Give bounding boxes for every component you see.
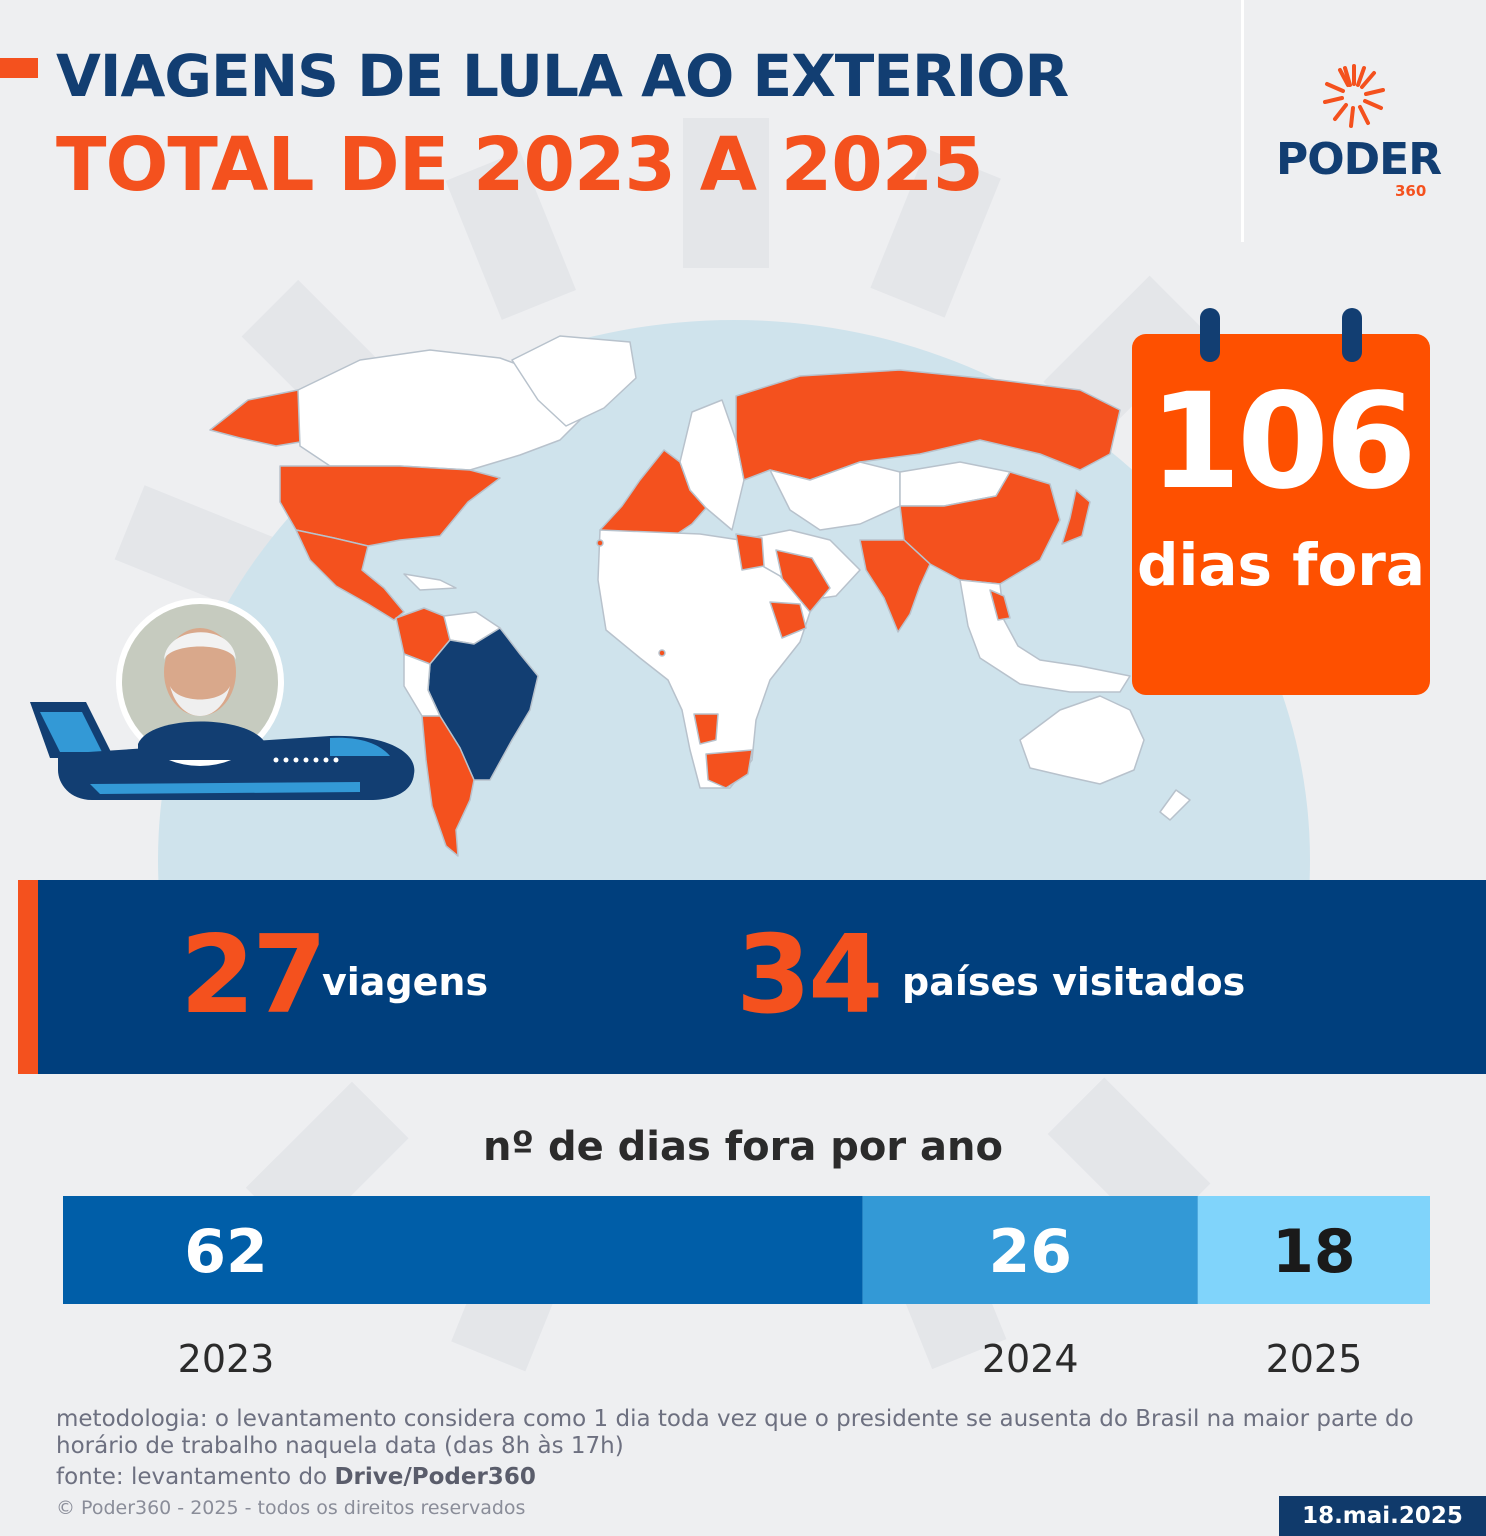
category-label-2023: 2023 — [178, 1337, 275, 1380]
map-caribbean — [403, 573, 457, 591]
trips-count: 27 — [180, 913, 327, 1038]
map-ethiopia — [769, 601, 807, 639]
copyright-note: © Poder360 - 2025 - todos os direitos re… — [56, 1497, 526, 1519]
page-subtitle: TOTAL DE 2023 A 2025 — [56, 122, 984, 208]
map-egypt — [735, 533, 765, 571]
days-per-year-chart: 62 2023 26 2024 18 2025 — [63, 1196, 1430, 1380]
category-label-2024: 2024 — [982, 1337, 1079, 1380]
map-usa — [279, 465, 501, 547]
source-note: fonte: levantamento do Drive/Poder360 — [56, 1464, 536, 1490]
map-india — [859, 539, 931, 633]
map-southern-cone — [421, 715, 475, 857]
map-sao-tome — [658, 649, 666, 657]
map-cape-verde — [596, 539, 604, 547]
source-name: Drive/Poder360 — [334, 1464, 536, 1490]
bar-segment-2025 — [1197, 1196, 1430, 1304]
trips-label: viagens — [322, 960, 489, 1004]
publication-date: 18.mai.2025 — [1302, 1503, 1463, 1529]
map-south-africa — [705, 749, 753, 789]
bar-value-2024: 26 — [988, 1217, 1072, 1287]
calendar-icon: 106 dias fora — [1132, 308, 1430, 695]
days-away-label: dias fora — [1136, 531, 1426, 599]
calendar-ring-right — [1342, 308, 1362, 362]
world-map-icon — [158, 320, 1310, 880]
sun-rays-logo-icon — [1323, 64, 1385, 128]
bar-value-2025: 18 — [1272, 1217, 1356, 1287]
bar-segment-2024 — [862, 1196, 1198, 1304]
page-title: VIAGENS DE LULA AO EXTERIOR — [56, 42, 1069, 110]
map-vietnam — [989, 589, 1011, 621]
map-mexico — [295, 529, 405, 621]
map-japan — [1061, 489, 1091, 545]
brand-name: PODER — [1276, 134, 1442, 185]
title-accent-bar — [0, 58, 38, 78]
header-divider — [1241, 0, 1244, 242]
map-russia — [735, 369, 1121, 481]
portrait-hair — [164, 632, 236, 660]
portrait-face — [164, 628, 236, 716]
countries-label: países visitados — [902, 960, 1246, 1004]
map-australia — [1019, 695, 1145, 785]
category-label-2025: 2025 — [1266, 1337, 1363, 1380]
brand-number: 360 — [1395, 182, 1427, 200]
map-eastern-europe — [679, 399, 745, 531]
map-new-zealand — [1159, 789, 1191, 821]
countries-count: 34 — [736, 913, 883, 1038]
source-prefix: fonte: levantamento do — [56, 1464, 335, 1490]
days-away-total: 106 — [1149, 365, 1417, 519]
map-greenland — [511, 335, 637, 427]
date-badge — [1279, 1496, 1486, 1536]
portrait-suit — [138, 721, 266, 760]
airplane-icon — [30, 598, 415, 800]
calendar-ring-left — [1200, 308, 1220, 362]
stats-band — [18, 880, 1486, 1074]
methodology-note: metodologia: o levantamento considera co… — [56, 1406, 1414, 1459]
map-angola — [693, 713, 719, 745]
bar-value-2023: 62 — [184, 1217, 268, 1287]
chart-title: nº de dias fora por ano — [483, 1124, 1003, 1170]
bar-segment-2023 — [63, 1196, 863, 1304]
stats-accent-bar — [18, 880, 38, 1074]
portrait-beard — [170, 686, 230, 716]
